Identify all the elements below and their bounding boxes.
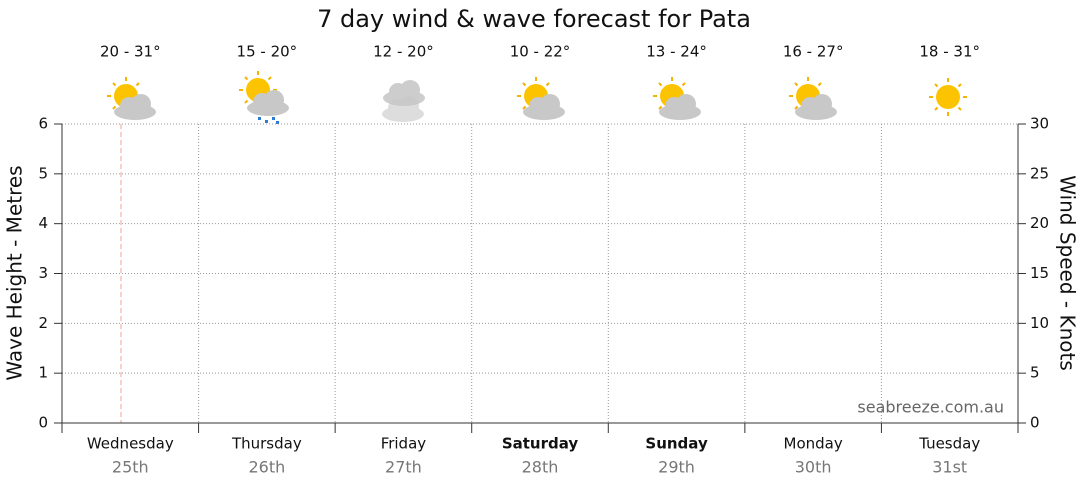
day-temp: 12 - 20°	[373, 43, 434, 61]
day-date: 27th	[385, 458, 422, 477]
y-tick-label: 6	[38, 115, 48, 133]
y2-tick-label: 0	[1030, 414, 1040, 432]
day-temp: 16 - 27°	[783, 43, 844, 61]
day-name: Wednesday	[87, 435, 174, 453]
day-temp: 10 - 22°	[510, 43, 571, 61]
day-name: Monday	[784, 435, 843, 453]
day-temp: 13 - 24°	[646, 43, 707, 61]
y2-tick-label: 5	[1030, 364, 1040, 382]
day-name: Sunday	[645, 435, 708, 453]
y-tick-label: 1	[38, 364, 48, 382]
chart-title: 7 day wind & wave forecast for Pata	[317, 5, 751, 33]
day-name: Thursday	[231, 435, 302, 453]
weather-icons	[106, 70, 968, 124]
day-temp: 18 - 31°	[919, 43, 980, 61]
y2-tick-label: 15	[1030, 264, 1049, 282]
day-name: Tuesday	[918, 435, 980, 453]
y-tick-label: 4	[38, 214, 48, 232]
y2-tick-label: 20	[1030, 214, 1049, 232]
y2-tick-label: 25	[1030, 164, 1049, 182]
day-date: 28th	[522, 458, 559, 477]
day-date: 29th	[658, 458, 695, 477]
watermark: seabreeze.com.au	[857, 398, 1004, 417]
y-tick-label: 3	[38, 264, 48, 282]
y2-tick-label: 30	[1030, 115, 1049, 133]
day-date: 31st	[932, 458, 967, 477]
y-tick-label: 2	[38, 314, 48, 332]
y-tick-label: 0	[38, 414, 48, 432]
day-temp: 15 - 20°	[237, 43, 298, 61]
day-date: 30th	[795, 458, 832, 477]
day-name: Saturday	[502, 435, 579, 453]
y-tick-label: 5	[38, 164, 48, 182]
day-date: 25th	[112, 458, 149, 477]
day-date: 26th	[248, 458, 285, 477]
day-temp: 20 - 31°	[100, 43, 161, 61]
y-axis-label: Wave Height - Metres	[3, 165, 27, 380]
y2-tick-label: 10	[1030, 314, 1049, 332]
day-name: Friday	[381, 435, 427, 453]
y2-axis-label: Wind Speed - Knots	[1056, 175, 1080, 371]
